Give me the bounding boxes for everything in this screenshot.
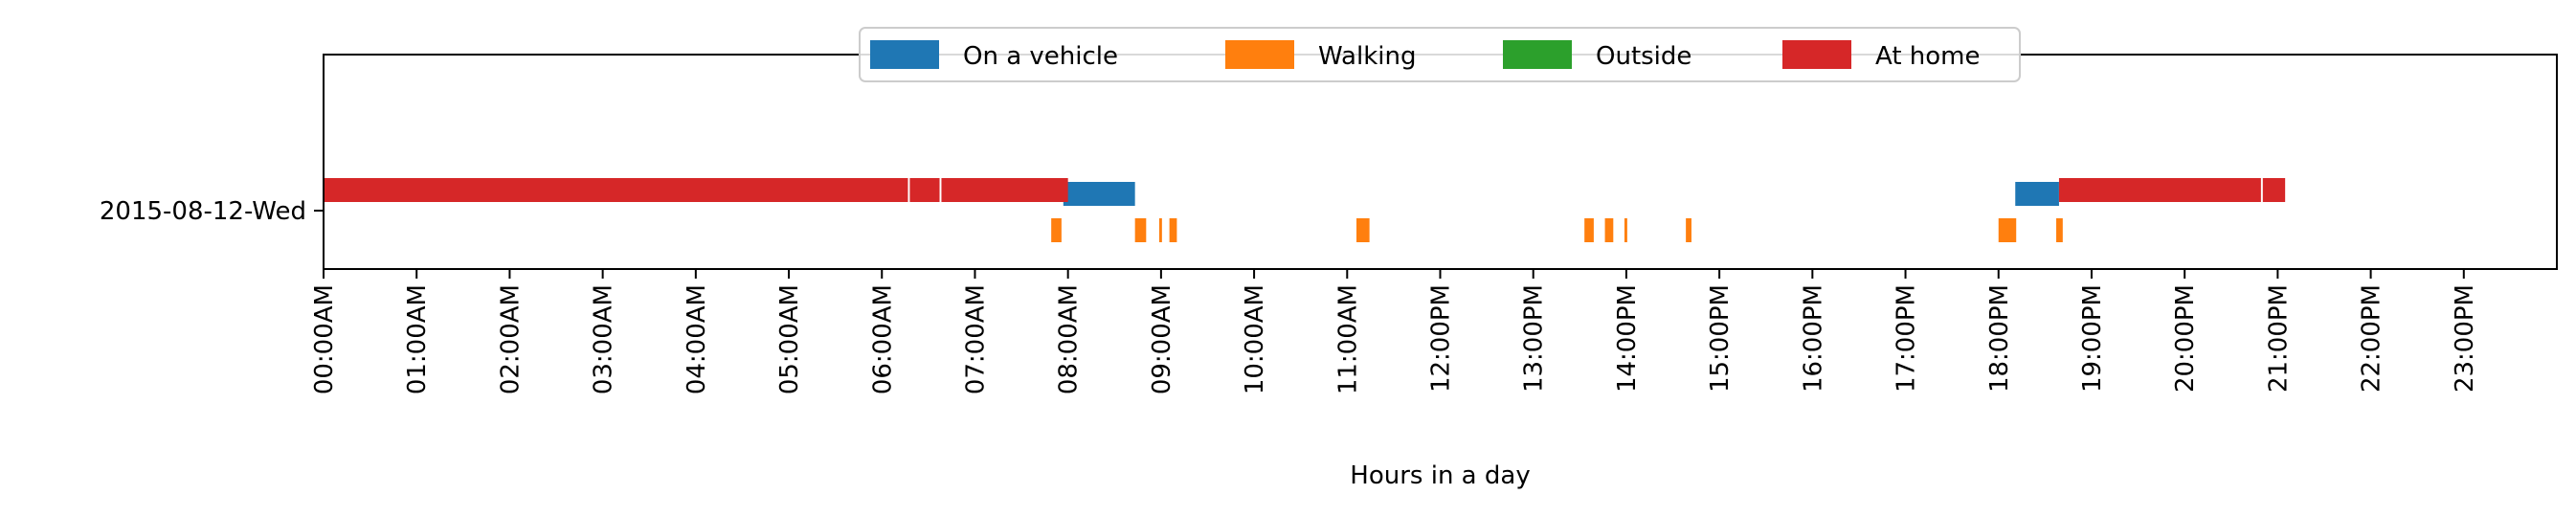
x-tick-label: 19:00PM	[2078, 284, 2107, 393]
activity-bar	[1604, 218, 1614, 242]
legend-swatch	[1225, 40, 1294, 69]
x-tick-label: 12:00PM	[1427, 284, 1456, 393]
legend-label: Outside	[1596, 42, 1691, 71]
legend-swatch	[1782, 40, 1851, 69]
series-on-a-vehicle	[1063, 182, 2059, 206]
x-tick-label: 17:00PM	[1893, 284, 1921, 393]
activity-bar	[909, 178, 940, 202]
legend-entry[interactable]: On a vehicle	[870, 40, 1118, 71]
x-tick-label: 15:00PM	[1706, 284, 1735, 393]
activity-bar	[2056, 218, 2063, 242]
legend-entry[interactable]: Outside	[1503, 40, 1691, 71]
series-at-home	[324, 178, 2286, 202]
x-tick-label: 03:00AM	[590, 284, 618, 394]
activity-bar	[941, 178, 1068, 202]
activity-bar	[1356, 218, 1370, 242]
activity-bar	[1051, 218, 1062, 242]
x-axis-label: Hours in a day	[1350, 461, 1530, 490]
legend-swatch	[1503, 40, 1572, 69]
activity-bar	[1169, 218, 1177, 242]
x-tick-label: 14:00PM	[1613, 284, 1642, 393]
legend-label: At home	[1875, 42, 1981, 71]
activity-bars	[324, 178, 2286, 242]
x-tick-label: 02:00AM	[496, 284, 525, 394]
legend-box	[859, 27, 2021, 82]
x-axis: 00:00AM 01:00AM 02:00AM 03:00AM 04:00AM 05:00…	[310, 269, 2479, 394]
legend-swatch	[870, 40, 939, 69]
x-tick-label: 01:00AM	[403, 284, 432, 394]
x-tick-label: 05:00AM	[775, 284, 804, 394]
activity-bar	[1134, 218, 1147, 242]
x-tick-label: 16:00PM	[1799, 284, 1827, 393]
x-tick-label: 07:00AM	[961, 284, 990, 394]
legend[interactable]: On a vehicle Walking Outside At home	[859, 27, 2021, 82]
activity-bar	[1063, 182, 1135, 206]
activity-bar	[324, 178, 908, 202]
y-tick-label: 2015-08-12-Wed	[100, 197, 306, 226]
x-tick-label: 06:00AM	[868, 284, 897, 394]
x-tick-label: 20:00PM	[2171, 284, 2200, 393]
legend-entry[interactable]: At home	[1782, 40, 1981, 71]
x-tick-label: 10:00AM	[1241, 284, 1269, 394]
x-tick-label: 09:00AM	[1148, 284, 1176, 394]
x-tick-label: 11:00AM	[1333, 284, 1362, 394]
activity-bar	[1624, 218, 1627, 242]
activity-bar	[1584, 218, 1594, 242]
legend-label: Walking	[1318, 42, 1416, 71]
x-tick-label: 18:00PM	[1985, 284, 2014, 393]
x-tick-label: 08:00AM	[1055, 284, 1084, 394]
x-tick-label: 00:00AM	[310, 284, 339, 394]
activity-bar	[2058, 178, 2261, 202]
legend-entry[interactable]: Walking	[1225, 40, 1416, 71]
activity-bar	[1686, 218, 1691, 242]
y-axis: 2015-08-12-Wed	[100, 197, 324, 226]
series-walking	[1051, 218, 2063, 242]
x-tick-label: 04:00AM	[683, 284, 711, 394]
x-tick-label: 21:00PM	[2264, 284, 2293, 393]
activity-bar	[1158, 218, 1162, 242]
x-tick-label: 22:00PM	[2358, 284, 2386, 393]
legend-label: On a vehicle	[963, 42, 1118, 71]
x-tick-label: 23:00PM	[2451, 284, 2479, 393]
activity-bar	[1998, 218, 2017, 242]
activity-bar	[2015, 182, 2059, 206]
activity-bar	[2262, 178, 2286, 202]
plot-frame	[323, 54, 2558, 270]
x-tick-label: 13:00PM	[1520, 284, 1549, 393]
